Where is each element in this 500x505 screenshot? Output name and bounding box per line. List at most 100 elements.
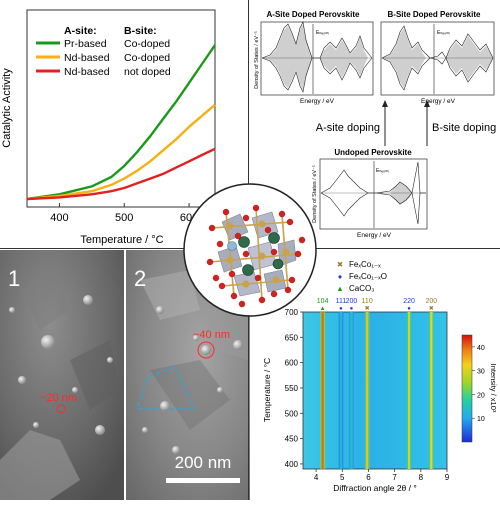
xrd-ytick-label: 550 <box>285 384 299 393</box>
xrd-peak-stripe-4 <box>430 312 433 469</box>
dos-b-site-xlabel: Energy / eV <box>421 98 456 105</box>
sem-particle-ring-40nm <box>197 341 215 359</box>
xrd-legend-label-2: CaCO₃ <box>349 284 374 293</box>
legend-b-site-2: not doped <box>124 66 171 78</box>
xrd-heatmap: ✖ FeₓCo₁₋ₓ ● FeₓCo₁₋ₓO ▲ CaCO₃ 4 5 6 7 8 9 400 450 50… <box>250 250 500 500</box>
arrow-b-site-label: B-site doping <box>432 122 496 134</box>
xrd-peak-stripe-3 <box>407 312 411 469</box>
xrd-peak-stripe-2 <box>350 312 353 469</box>
dos-undoped-fermi-label: Eₕₑₒₘᵢ <box>376 168 389 174</box>
a-site-cations <box>238 232 284 276</box>
xrd-legend-marker-0: ✖ <box>337 260 344 269</box>
xrd-plot-area <box>302 311 448 470</box>
colorbar-tick-label: 20 <box>477 392 485 399</box>
dos-undoped-xlabel: Energy / eV <box>357 232 392 239</box>
xrd-ytick-label: 450 <box>285 435 299 444</box>
xrd-xlabel: Diffraction angle 2θ / ° <box>333 483 417 493</box>
dos-undoped-panel: Undoped Perovskite Eₕₑₒₘᵢ Density of Sta… <box>312 148 428 239</box>
xrd-peak-stripe-1 <box>339 312 343 469</box>
dos-b-site-panel: B-Site Doped Perovskite Eₕₑₒₘᵢ Energy / … <box>380 10 495 105</box>
legend-b-site-0: Co-doped <box>124 38 170 50</box>
dos-b-site-curve-lower <box>381 57 494 91</box>
xrd-colorbar-label: Intensity / x10³ <box>489 364 498 413</box>
activity-plot-frame <box>26 9 216 208</box>
dos-undoped-curve <box>320 161 426 194</box>
sem-facet-particle <box>160 401 170 411</box>
sem-scalebar <box>166 478 240 483</box>
dos-diagram-svg: A-Site Doped Perovskite Eₕₑₒₘᵢ Density o… <box>254 10 496 239</box>
arrow-b-site-head <box>424 100 430 107</box>
xrd-xtick-label: 6 <box>366 473 371 482</box>
dos-a-site-fermi-label: Eₕₑₒₘᵢ <box>316 30 329 36</box>
xrd-xtick-label: 8 <box>419 473 424 482</box>
legend-a-site-2: Nd-based <box>64 66 110 78</box>
xrd-xtick-label: 4 <box>314 473 319 482</box>
arrow-a-site-label: A-site doping <box>316 122 380 134</box>
xrd-peak-hkl-2: 200 <box>346 298 358 305</box>
xrd-peak-hkl-5: 110 <box>362 298 373 305</box>
xrd-ylabel: Temperature / °C <box>262 358 272 422</box>
xrd-ytick-label: 500 <box>285 409 299 418</box>
activity-xtick-label: 400 <box>50 212 68 224</box>
dos-b-site-title: B-Site Doped Perovskite <box>388 10 481 19</box>
sem-scalebar-label: 200 nm <box>175 453 232 472</box>
xrd-peak-hkl-0: 104 <box>317 298 329 305</box>
activity-series-line-2 <box>26 147 216 201</box>
legend-header-a-site: A-site: <box>64 25 97 37</box>
legend-a-site-0: Pr-based <box>64 38 107 50</box>
catalytic-activity-chart: 400 500 600 Catalytic Activity Temperature… <box>0 0 250 250</box>
sem-panel-1-label: 1 <box>8 266 20 291</box>
sem-particle-ring-20nm <box>56 404 66 414</box>
sem-facet-outline <box>136 366 196 410</box>
xrd-peak-marker-0: ▲ <box>320 306 326 312</box>
dos-a-site-curve <box>261 21 373 59</box>
legend-a-site-1: Nd-based <box>64 52 110 64</box>
dos-a-site-xlabel: Energy / eV <box>300 98 335 105</box>
xrd-ytick-label: 400 <box>285 460 299 469</box>
dos-diagram: A-Site Doped Perovskite Eₕₑₒₘᵢ Density o… <box>250 0 500 250</box>
sem-svg: 1 2 ~20 nm ~40 nm 200 nm <box>0 250 250 500</box>
xrd-peak-hkl-3: 220 <box>403 298 415 305</box>
activity-series-line-1 <box>26 103 216 201</box>
dos-undoped-title: Undoped Perovskite <box>334 148 412 157</box>
dos-a-site-curve-lower <box>261 57 373 93</box>
xrd-xtick-label: 9 <box>445 473 450 482</box>
xrd-ytick-label: 700 <box>285 308 299 317</box>
xrd-legend-marker-2: ▲ <box>336 284 343 293</box>
legend-header-b-site: B-site: <box>124 25 157 37</box>
xrd-peak-hkl-4: 200 <box>425 298 437 305</box>
dos-a-site-panel: A-Site Doped Perovskite Eₕₑₒₘᵢ Density o… <box>254 10 374 105</box>
oxygen-anions <box>206 204 306 308</box>
xrd-phase-legend: ✖ FeₓCo₁₋ₓ ● FeₓCo₁₋ₓO ▲ CaCO₃ <box>336 260 387 293</box>
dos-b-site-curve <box>381 25 494 59</box>
sem-panel-2-label: 2 <box>134 266 146 291</box>
activity-xlabel: Temperature / °C <box>80 234 163 246</box>
arrow-a-site-head <box>382 100 388 107</box>
xrd-colorbar <box>461 334 473 443</box>
activity-series-line-0 <box>26 44 216 201</box>
xrd-peak-marker-1: ● <box>339 306 343 312</box>
xrd-peak-stripe-0 <box>321 312 324 469</box>
xrd-ytick-label: 600 <box>285 359 299 368</box>
sem-texture <box>0 270 248 500</box>
b-site-cations <box>226 220 290 288</box>
sem-annotation-20nm: ~20 nm <box>40 392 77 404</box>
colorbar-tick-label: 30 <box>477 369 485 376</box>
xrd-xtick-label: 5 <box>340 473 345 482</box>
xrd-peak-marker-2: ● <box>350 306 354 312</box>
activity-ylabel: Catalytic Activity <box>1 68 13 148</box>
xrd-peak-hkl-1: 111 <box>336 298 347 305</box>
dos-a-site-ylabel: Density of States / eV⁻¹ <box>254 31 260 89</box>
xrd-peak-marker-4: ✖ <box>429 305 434 312</box>
xrd-xtick-label: 7 <box>392 473 397 482</box>
dos-undoped-curve-lower <box>320 192 426 225</box>
xrd-heatmap-svg: ✖ FeₓCo₁₋ₓ ● FeₓCo₁₋ₓO ▲ CaCO₃ 4 5 6 7 8 9 400 450 50… <box>262 260 498 493</box>
dos-a-site-shade <box>262 24 312 90</box>
dos-b-site-fermi-label: Eₕₑₒₘᵢ <box>437 30 450 36</box>
xrd-peak-marker-5: ✖ <box>365 305 370 312</box>
dopant-cation <box>227 241 237 251</box>
sem-particle-40nm <box>201 345 211 355</box>
xrd-legend-label-1: FeₓCo₁₋ₓO <box>349 272 387 281</box>
crystal-svg <box>183 183 317 317</box>
perovskite-crystal-structure <box>182 182 318 318</box>
